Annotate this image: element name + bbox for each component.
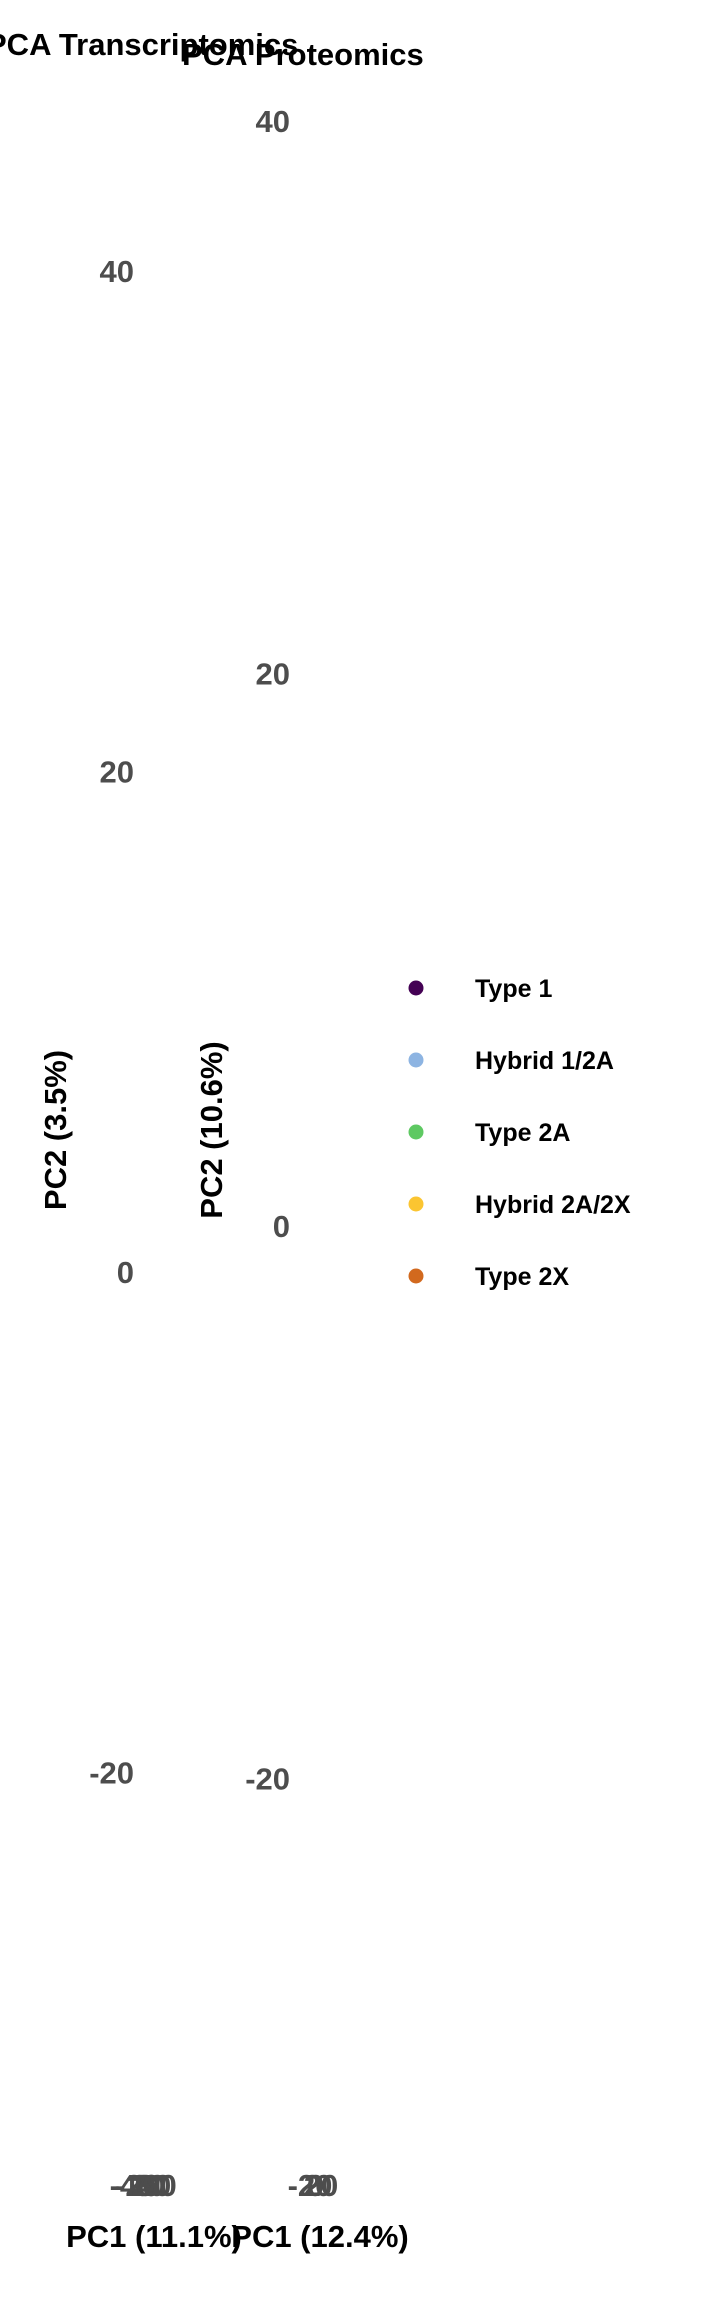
legend-item: Type 2X (408, 1263, 569, 1291)
y-tick-label: 0 (273, 1209, 290, 1244)
legend-label: Type 1 (475, 975, 552, 1003)
x-tick-label: -40 (110, 2168, 155, 2203)
y-axis-title-proteomics: PC2 (10.6%) (194, 1041, 229, 1218)
y-tick-label: -20 (245, 1762, 290, 1797)
y-tick-label: 20 (256, 657, 290, 692)
y-axis-title-transcriptomics: PC2 (3.5%) (38, 1050, 73, 1210)
panel-transcriptomics: PCA Transcriptomics PC2 (3.5%) PC1 (11.1… (0, 27, 298, 2254)
legend-marker (408, 1124, 424, 1140)
y-tick-label: -20 (89, 1756, 134, 1791)
x-tick-label: 60 (142, 2168, 176, 2203)
legend-item: Type 1 (408, 975, 552, 1003)
legend-label: Hybrid 2A/2X (475, 1191, 631, 1219)
y-ticks-proteomics: 40 20 0 -20 (245, 104, 290, 1797)
legend: Type 1 Hybrid 1/2A Type 2A Hybrid 2A/2X Type… (408, 975, 631, 1291)
x-tick-label: -20 (115, 2168, 160, 2203)
legend-label: Type 2X (475, 1263, 569, 1291)
x-axis-title-proteomics: PC1 (12.4%) (231, 2219, 408, 2254)
legend-marker (408, 980, 424, 996)
y-tick-label: 20 (100, 755, 134, 790)
legend-marker (408, 1268, 424, 1284)
legend-item: Hybrid 2A/2X (408, 1191, 631, 1219)
legend-marker (408, 1052, 424, 1068)
panel-proteomics: PCA Proteomics PC2 (10.6%) PC1 (12.4%) 4… (182, 37, 424, 2254)
x-tick-label: 0 (134, 2168, 151, 2203)
legend-item: Type 2A (408, 1119, 570, 1147)
legend-item: Hybrid 1/2A (408, 1047, 614, 1075)
x-tick-label: -20 (288, 2168, 333, 2203)
x-axis-title-transcriptomics: PC1 (11.1%) (66, 2219, 242, 2254)
x-tick-label: 20 (131, 2168, 165, 2203)
chart-title-transcriptomics: PCA Transcriptomics (0, 27, 298, 62)
chart-title-proteomics: PCA Proteomics (182, 37, 424, 72)
x-tick-label: 0 (307, 2168, 324, 2203)
y-tick-label: 0 (117, 1255, 134, 1290)
x-tick-label: 40 (137, 2168, 171, 2203)
legend-marker (408, 1196, 424, 1212)
legend-label: Type 2A (475, 1119, 570, 1147)
y-tick-label: 40 (100, 254, 134, 289)
legend-label: Hybrid 1/2A (475, 1047, 614, 1075)
y-tick-label: 40 (256, 104, 290, 139)
y-ticks-transcriptomics: 40 20 0 -20 (89, 254, 134, 1791)
x-tick-label: 20 (304, 2168, 338, 2203)
